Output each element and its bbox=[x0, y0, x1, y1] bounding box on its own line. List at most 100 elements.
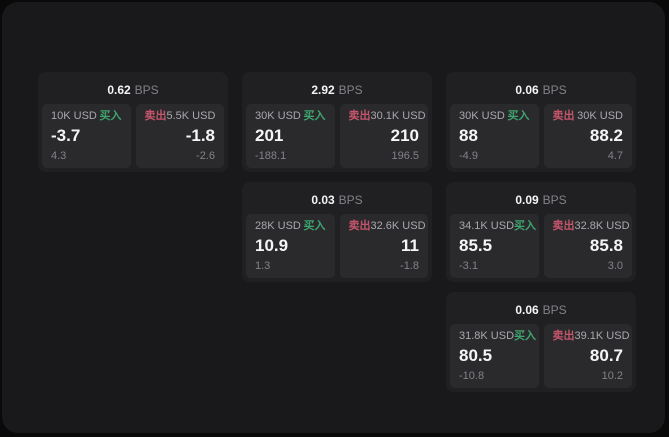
buy-panel-top: 28K USD 买入 bbox=[255, 221, 326, 232]
sell-panel[interactable]: 卖出 39.1K USD 80.7 10.2 bbox=[543, 324, 632, 388]
buy-panel[interactable]: 30K USD 买入 201 -188.1 bbox=[246, 104, 335, 168]
sell-panel[interactable]: 卖出 30K USD 88.2 4.7 bbox=[543, 104, 632, 168]
buy-price: 85.5 bbox=[459, 236, 493, 256]
buy-price: 10.9 bbox=[255, 236, 289, 256]
sell-delta: -1.8 bbox=[400, 260, 419, 272]
spread-header: 0.06 BPS bbox=[450, 76, 632, 104]
trading-panel-window: 0.62 BPS 10K USD 买入 -3.7 4.3 卖出 bbox=[2, 2, 665, 433]
sell-delta: 3.0 bbox=[607, 260, 623, 272]
buy-amount: 30K USD bbox=[255, 110, 301, 122]
buy-price: 80.5 bbox=[459, 346, 493, 366]
sell-amount: 5.5K USD bbox=[166, 110, 216, 122]
buy-panel[interactable]: 30K USD 买入 88 -4.9 bbox=[450, 104, 539, 168]
quote-card: 0.09 BPS 34.1K USD 买入 85.5 -3.1 卖出 bbox=[446, 182, 636, 282]
sell-side-label: 卖出 bbox=[144, 110, 167, 122]
sell-price: 80.7 bbox=[589, 346, 623, 366]
sell-delta: 10.2 bbox=[601, 370, 623, 382]
sell-amount: 32.6K USD bbox=[370, 220, 426, 232]
buy-delta: -4.9 bbox=[459, 150, 478, 162]
quote-cards-grid: 0.62 BPS 10K USD 买入 -3.7 4.3 卖出 bbox=[38, 72, 636, 392]
quote-panels: 34.1K USD 买入 85.5 -3.1 卖出 32.8K USD 85.8… bbox=[450, 214, 632, 278]
buy-delta: -10.8 bbox=[459, 370, 485, 382]
sell-delta: -2.6 bbox=[196, 150, 215, 162]
spread-header: 0.09 BPS bbox=[450, 186, 632, 214]
sell-price: -1.8 bbox=[185, 126, 215, 146]
sell-panel-top: 卖出 32.8K USD bbox=[552, 220, 630, 232]
spread-unit: BPS bbox=[338, 83, 363, 97]
quote-card: 0.03 BPS 28K USD 买入 10.9 1.3 卖出 bbox=[242, 182, 432, 282]
buy-panel-top: 10K USD 买入 bbox=[51, 111, 122, 122]
spread-unit: BPS bbox=[542, 83, 567, 97]
buy-panel[interactable]: 10K USD 买入 -3.7 4.3 bbox=[42, 104, 131, 168]
sell-side-label: 卖出 bbox=[552, 330, 575, 342]
buy-panel[interactable]: 31.8K USD 买入 80.5 -10.8 bbox=[450, 324, 539, 388]
buy-side-label: 买入 bbox=[303, 220, 326, 232]
buy-amount: 31.8K USD bbox=[459, 330, 515, 342]
sell-price: 85.8 bbox=[589, 236, 623, 256]
quote-panels: 28K USD 买入 10.9 1.3 卖出 32.6K USD 11 -1.8 bbox=[246, 214, 428, 278]
sell-amount: 39.1K USD bbox=[574, 330, 630, 342]
buy-delta: 4.3 bbox=[51, 150, 67, 162]
sell-panel-top: 卖出 5.5K USD bbox=[145, 111, 216, 122]
sell-delta: 4.7 bbox=[607, 150, 623, 162]
sell-panel[interactable]: 卖出 5.5K USD -1.8 -2.6 bbox=[135, 104, 224, 168]
buy-side-label: 买入 bbox=[514, 330, 537, 342]
buy-side-label: 买入 bbox=[507, 110, 530, 122]
quote-panels: 10K USD 买入 -3.7 4.3 卖出 5.5K USD -1.8 -2.… bbox=[42, 104, 224, 168]
spread-unit: BPS bbox=[542, 193, 567, 207]
spread-value: 2.92 bbox=[311, 83, 335, 97]
buy-panel[interactable]: 28K USD 买入 10.9 1.3 bbox=[246, 214, 335, 278]
buy-panel[interactable]: 34.1K USD 买入 85.5 -3.1 bbox=[450, 214, 539, 278]
spread-value: 0.06 bbox=[515, 303, 539, 317]
quote-card: 2.92 BPS 30K USD 买入 201 -188.1 卖出 bbox=[242, 72, 432, 172]
sell-panel-top: 卖出 30.1K USD bbox=[349, 111, 426, 122]
quote-card: 0.06 BPS 30K USD 买入 88 -4.9 卖出 bbox=[446, 72, 636, 172]
sell-side-label: 卖出 bbox=[348, 220, 371, 232]
sell-side-label: 卖出 bbox=[552, 220, 575, 232]
spread-unit: BPS bbox=[134, 83, 159, 97]
sell-price: 11 bbox=[401, 236, 419, 256]
spread-value: 0.09 bbox=[515, 193, 539, 207]
spread-header: 0.62 BPS bbox=[42, 76, 224, 104]
buy-amount: 10K USD bbox=[51, 110, 97, 122]
buy-side-label: 买入 bbox=[99, 110, 122, 122]
spread-value: 0.03 bbox=[311, 193, 335, 207]
buy-price: 88 bbox=[459, 126, 478, 146]
sell-panel-top: 卖出 32.6K USD bbox=[348, 220, 426, 232]
buy-side-label: 买入 bbox=[303, 110, 326, 122]
spread-value: 0.62 bbox=[107, 83, 131, 97]
sell-panel[interactable]: 卖出 32.6K USD 11 -1.8 bbox=[339, 214, 428, 278]
sell-amount: 30.1K USD bbox=[370, 110, 426, 122]
quote-card: 0.06 BPS 31.8K USD 买入 80.5 -10.8 卖 bbox=[446, 292, 636, 392]
buy-delta: 1.3 bbox=[255, 260, 271, 272]
buy-panel-top: 31.8K USD 买入 bbox=[459, 330, 536, 342]
spread-header: 2.92 BPS bbox=[246, 76, 428, 104]
buy-panel-top: 34.1K USD 买入 bbox=[459, 220, 536, 232]
spread-unit: BPS bbox=[542, 303, 567, 317]
sell-price: 88.2 bbox=[589, 126, 623, 146]
buy-delta: -188.1 bbox=[255, 150, 287, 162]
quote-panels: 30K USD 买入 88 -4.9 卖出 30K USD 88.2 4.7 bbox=[450, 104, 632, 168]
quote-panels: 30K USD 买入 201 -188.1 卖出 30.1K USD 210 1… bbox=[246, 104, 428, 168]
buy-panel-top: 30K USD 买入 bbox=[459, 111, 530, 122]
sell-panel[interactable]: 卖出 30.1K USD 210 196.5 bbox=[339, 104, 428, 168]
quote-card: 0.62 BPS 10K USD 买入 -3.7 4.3 卖出 bbox=[38, 72, 228, 172]
sell-delta: 196.5 bbox=[391, 150, 419, 162]
sell-side-label: 卖出 bbox=[552, 110, 575, 122]
buy-side-label: 买入 bbox=[514, 220, 537, 232]
buy-panel-top: 30K USD 买入 bbox=[255, 111, 326, 122]
buy-price: 201 bbox=[255, 126, 284, 146]
buy-price: -3.7 bbox=[51, 126, 81, 146]
sell-panel-top: 卖出 39.1K USD bbox=[552, 330, 630, 342]
buy-delta: -3.1 bbox=[459, 260, 478, 272]
buy-amount: 34.1K USD bbox=[459, 220, 515, 232]
spread-header: 0.03 BPS bbox=[246, 186, 428, 214]
spread-value: 0.06 bbox=[515, 83, 539, 97]
buy-amount: 28K USD bbox=[255, 220, 301, 232]
sell-amount: 30K USD bbox=[577, 110, 623, 122]
sell-panel[interactable]: 卖出 32.8K USD 85.8 3.0 bbox=[543, 214, 632, 278]
spread-unit: BPS bbox=[338, 193, 363, 207]
sell-price: 210 bbox=[390, 126, 419, 146]
buy-amount: 30K USD bbox=[459, 110, 505, 122]
